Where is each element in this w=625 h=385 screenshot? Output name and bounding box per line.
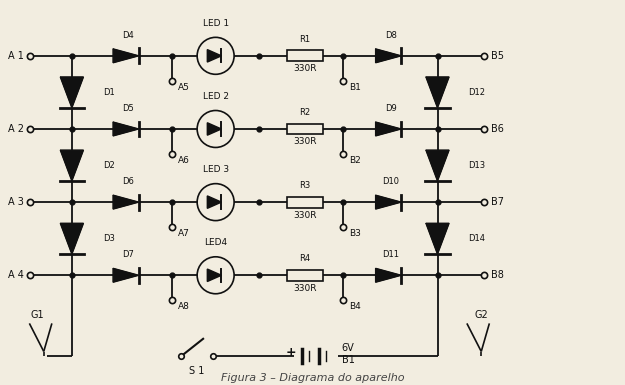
Text: D9: D9	[385, 104, 396, 113]
Text: B8: B8	[491, 270, 504, 280]
Bar	[287, 270, 323, 281]
Text: LED 1: LED 1	[202, 19, 229, 28]
Bar	[287, 124, 323, 134]
Text: LED 2: LED 2	[202, 92, 229, 101]
Text: D3: D3	[103, 234, 115, 243]
Text: LED4: LED4	[204, 238, 228, 247]
Polygon shape	[113, 268, 139, 282]
Polygon shape	[376, 195, 401, 209]
Text: D7: D7	[122, 250, 134, 259]
Text: LED 3: LED 3	[202, 165, 229, 174]
Text: A6: A6	[178, 156, 190, 165]
Text: 330R: 330R	[293, 137, 317, 146]
Text: R4: R4	[299, 254, 311, 263]
Text: G1: G1	[31, 310, 44, 320]
Text: +: +	[285, 346, 296, 359]
Polygon shape	[426, 150, 449, 181]
Text: D1: D1	[103, 88, 114, 97]
Text: B3: B3	[349, 229, 361, 238]
Text: D4: D4	[122, 31, 134, 40]
Text: R2: R2	[299, 108, 311, 117]
Bar	[287, 197, 323, 208]
Polygon shape	[113, 195, 139, 209]
Text: B6: B6	[491, 124, 504, 134]
Text: D5: D5	[122, 104, 134, 113]
Polygon shape	[61, 150, 83, 181]
Text: D12: D12	[469, 88, 486, 97]
Text: D8: D8	[385, 31, 397, 40]
Text: A7: A7	[178, 229, 190, 238]
Polygon shape	[426, 77, 449, 108]
Text: G2: G2	[474, 310, 488, 320]
Text: 330R: 330R	[293, 64, 317, 73]
Polygon shape	[376, 122, 401, 136]
Text: B5: B5	[491, 51, 504, 61]
Text: B7: B7	[491, 197, 504, 207]
Text: D10: D10	[382, 177, 399, 186]
Text: A 2: A 2	[8, 124, 24, 134]
Text: D2: D2	[103, 161, 114, 170]
Polygon shape	[113, 49, 139, 63]
Text: B4: B4	[349, 302, 361, 311]
Text: D14: D14	[469, 234, 486, 243]
Text: 330R: 330R	[293, 284, 317, 293]
Polygon shape	[61, 77, 83, 108]
Text: D11: D11	[382, 250, 399, 259]
Text: R1: R1	[299, 35, 311, 44]
Polygon shape	[61, 223, 83, 254]
Bar	[287, 50, 323, 61]
Text: 330R: 330R	[293, 211, 317, 219]
Text: 6V: 6V	[342, 343, 354, 353]
Polygon shape	[208, 50, 221, 62]
Text: A 4: A 4	[8, 270, 24, 280]
Text: B1: B1	[342, 355, 355, 365]
Text: B2: B2	[349, 156, 361, 165]
Text: R3: R3	[299, 181, 311, 190]
Text: A 1: A 1	[8, 51, 24, 61]
Text: A 3: A 3	[8, 197, 24, 207]
Text: S 1: S 1	[189, 366, 204, 376]
Polygon shape	[426, 223, 449, 254]
Text: Figura 3 – Diagrama do aparelho: Figura 3 – Diagrama do aparelho	[221, 373, 404, 383]
Text: D13: D13	[469, 161, 486, 170]
Polygon shape	[208, 196, 221, 208]
Polygon shape	[376, 268, 401, 282]
Text: B1: B1	[349, 83, 361, 92]
Text: D6: D6	[122, 177, 134, 186]
Polygon shape	[113, 122, 139, 136]
Text: A5: A5	[178, 83, 190, 92]
Polygon shape	[376, 49, 401, 63]
Polygon shape	[208, 269, 221, 281]
Polygon shape	[208, 123, 221, 135]
Text: A8: A8	[178, 302, 190, 311]
